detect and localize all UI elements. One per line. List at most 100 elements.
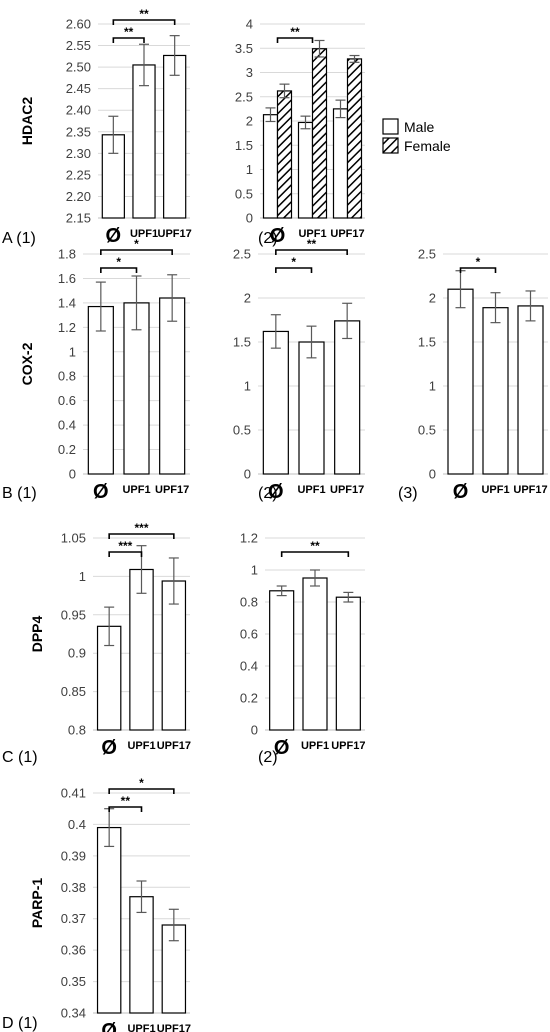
- y-tick-label: 0.38: [61, 880, 86, 895]
- y-tick-label: 2.60: [66, 17, 91, 32]
- y-tick-label: 2.50: [66, 60, 91, 75]
- y-tick-label: 1.5: [235, 138, 253, 153]
- bar-D1-1: [129, 896, 154, 1014]
- significance-bracket: [459, 267, 497, 273]
- y-tick-label: 2.30: [66, 146, 91, 161]
- significance-label: **: [290, 25, 300, 39]
- y-tick-label: 2.5: [235, 89, 253, 104]
- chart-C1: 0.8 0.85 0.9 0.95 1 1.05 Ø UPF1 UPF17 ****** DPP4 C…: [2, 521, 191, 766]
- significance-label: *: [291, 255, 296, 269]
- y-tick-label: 0: [244, 467, 251, 482]
- x-category-label: UPF17: [155, 484, 189, 496]
- y-tick-label: 0.2: [240, 691, 258, 706]
- chart-C2: 0 0.2 0.4 0.6 0.8 1 1.2 Ø UPF1 UPF17 ** (2): [240, 531, 366, 767]
- chart-B1: 0 0.2 0.4 0.6 0.8 1 1.2 1.4 1.6 1.8 Ø UPF1 UPF17 * * CO…: [2, 237, 190, 503]
- significance-label: **: [124, 25, 134, 39]
- bar-B3-1: [482, 307, 509, 475]
- significance-label: *: [139, 776, 144, 790]
- bar-D1-0: [96, 826, 122, 1014]
- y-tick-label: 1.6: [58, 271, 76, 286]
- y-tick-label: 0.85: [61, 684, 86, 699]
- x-category-label: UPF1: [301, 740, 329, 752]
- bar-B3-2: [517, 305, 544, 475]
- y-axis-label: PARP-1: [29, 878, 45, 929]
- y-tick-label: 1.5: [418, 335, 436, 350]
- chart-A2: 0 0.5 1 1.5 2 2.5 3 3.5 4 Ø UPF1 UPF17 ** (2): [235, 17, 365, 247]
- legend-swatch-male: [382, 118, 399, 135]
- x-category-label: Ø: [106, 225, 122, 247]
- x-category-label: UPF1: [122, 484, 150, 496]
- panel-label: (2): [258, 230, 278, 247]
- y-tick-label: 0: [429, 467, 436, 482]
- y-tick-label: 1.5: [233, 335, 251, 350]
- bar-C2-0: [269, 590, 295, 731]
- x-category-label: UPF1: [297, 484, 325, 496]
- y-tick-label: 1.2: [58, 320, 76, 335]
- significance-bracket: [276, 37, 314, 43]
- significance-label: ***: [118, 539, 132, 553]
- bar-C2-2: [335, 596, 361, 731]
- chart-A1: 2.15 2.20 2.25 2.30 2.35 2.40 2.45 2.50 2.55 2.60…: [2, 7, 192, 247]
- y-tick-label: 2.5: [233, 247, 251, 262]
- y-tick-label: 0.2: [58, 442, 76, 457]
- bar-B1-2: [159, 297, 186, 475]
- charts-layer: 2.152.202.252.302.352.402.452.502.552.60…: [2, 7, 548, 1032]
- y-tick-label: 2: [244, 291, 251, 306]
- y-tick-label: 2.20: [66, 189, 91, 204]
- significance-bracket: [280, 551, 350, 557]
- bar-A2-female-2: [346, 58, 363, 219]
- y-tick-label: 1.8: [58, 247, 76, 262]
- y-axis-label: HDAC2: [19, 97, 35, 145]
- y-tick-label: 0.37: [61, 911, 86, 926]
- panel-label: (2): [258, 485, 278, 502]
- y-tick-label: 0.41: [61, 786, 86, 801]
- y-tick-label: 2.40: [66, 103, 91, 118]
- y-tick-label: 1: [246, 162, 253, 177]
- x-category-label: UPF1: [481, 484, 509, 496]
- y-tick-label: 0.5: [235, 186, 253, 201]
- legend-swatch-female: [382, 137, 399, 154]
- significance-label: *: [476, 255, 481, 269]
- significance-bracket: [112, 37, 145, 43]
- bar-B2-0: [262, 330, 289, 475]
- y-tick-label: 0: [246, 211, 253, 226]
- bar-A2-male-1: [297, 121, 314, 219]
- y-tick-label: 4: [246, 17, 253, 32]
- panel-label: B (1): [2, 485, 37, 502]
- y-tick-label: 0.5: [233, 423, 251, 438]
- chart-B3: 0 0.5 1 1.5 2 2.5 Ø UPF1 UPF17 * (3): [398, 247, 548, 503]
- y-tick-label: 2.5: [418, 247, 436, 262]
- x-category-label: Ø: [453, 481, 469, 503]
- y-tick-label: 2.45: [66, 81, 91, 96]
- x-category-label: Ø: [93, 481, 109, 503]
- bar-C2-1: [302, 577, 328, 731]
- bar-B1-0: [87, 305, 114, 475]
- x-category-label: Ø: [270, 225, 286, 247]
- significance-bracket: [108, 533, 175, 539]
- bar-A1-1: [132, 64, 156, 219]
- y-tick-label: 2: [429, 291, 436, 306]
- y-tick-label: 1: [79, 569, 86, 584]
- bar-A1-2: [163, 54, 187, 219]
- significance-label: ***: [134, 521, 148, 535]
- y-tick-label: 0.5: [418, 423, 436, 438]
- x-category-label: UPF1: [127, 740, 155, 752]
- x-category-label: UPF1: [127, 1023, 155, 1032]
- significance-bracket: [100, 267, 138, 273]
- significance-label: **: [139, 7, 149, 21]
- x-category-label: UPF17: [158, 228, 192, 240]
- y-tick-label: 2.55: [66, 38, 91, 53]
- significance-bracket: [108, 551, 143, 557]
- y-tick-label: 1: [69, 344, 76, 359]
- y-tick-label: 0.6: [58, 393, 76, 408]
- bar-B3-0: [447, 288, 474, 475]
- chart-D1: 0.34 0.35 0.36 0.37 0.38 0.39 0.4 0.41 Ø UPF1 UPF1…: [2, 776, 191, 1032]
- y-tick-label: 0.35: [61, 974, 86, 989]
- y-tick-label: 0.8: [240, 595, 258, 610]
- y-tick-label: 2.25: [66, 167, 91, 182]
- y-tick-label: 0.9: [68, 646, 86, 661]
- x-category-label: Ø: [101, 1020, 117, 1032]
- x-category-label: UPF17: [330, 228, 364, 240]
- panel-label: C (1): [2, 749, 38, 766]
